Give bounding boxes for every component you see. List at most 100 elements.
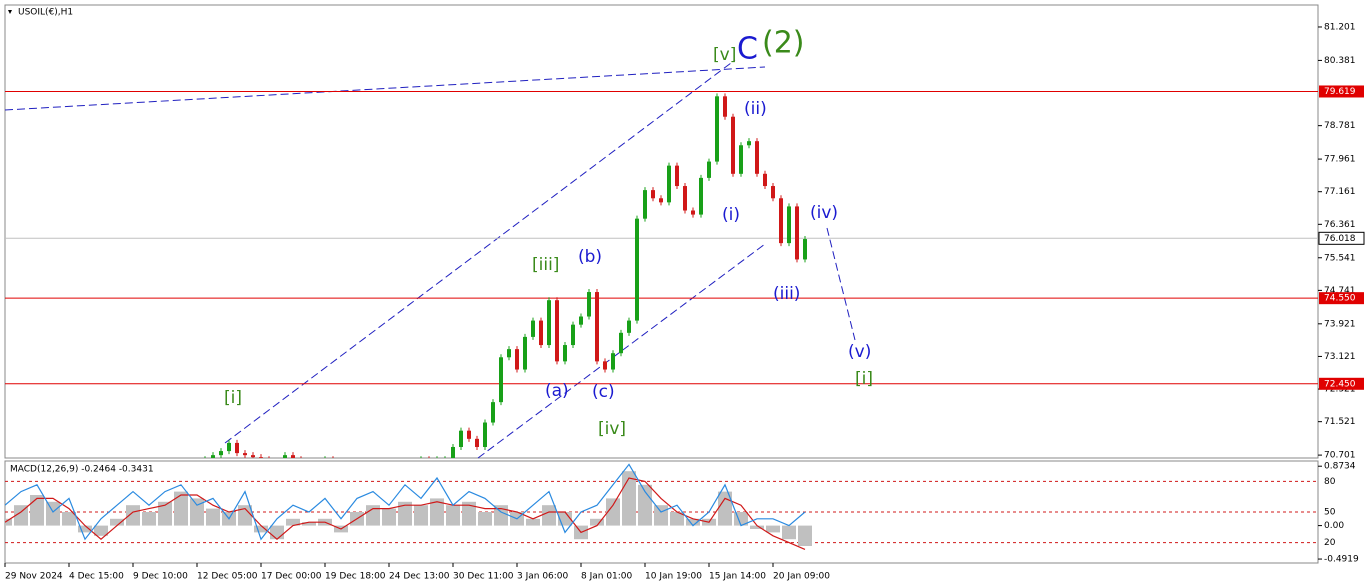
candle — [635, 218, 639, 321]
wave-label: (iii) — [773, 284, 800, 304]
candle — [763, 173, 767, 187]
y-tick-label: -0.4919 — [1324, 555, 1359, 565]
price-bars — [204, 93, 807, 458]
histogram-bar — [670, 512, 684, 526]
candle — [491, 402, 495, 423]
x-tick-label: 24 Dec 13:00 — [389, 572, 450, 582]
candle — [547, 300, 551, 346]
main-panel — [4, 4, 1319, 459]
histogram-bar — [766, 525, 780, 533]
histogram-bar — [78, 525, 92, 533]
histogram-bar — [158, 501, 172, 526]
candle — [595, 292, 599, 362]
trendline — [224, 59, 736, 444]
histogram-bar — [46, 501, 60, 526]
indicator-level-label: 20 — [1324, 538, 1336, 548]
histogram-bar — [750, 525, 764, 529]
wave-label: [v] — [713, 45, 736, 65]
histogram-bar — [286, 518, 300, 526]
y-tick-label: 0.00 — [1324, 521, 1344, 531]
x-tick-label: 17 Dec 00:00 — [261, 572, 322, 582]
wave-label: [i] — [855, 369, 873, 389]
candle — [803, 239, 807, 260]
histogram-bar — [798, 525, 812, 546]
candle — [707, 161, 711, 178]
level-label-box — [1319, 292, 1364, 305]
x-tick-label: 19 Dec 18:00 — [325, 572, 386, 582]
histogram-bar — [190, 498, 204, 526]
y-tick-label: 71.521 — [1324, 417, 1356, 427]
wave-label: [iv] — [598, 419, 626, 439]
wave-label: (a) — [545, 381, 569, 401]
histogram-bar — [494, 505, 508, 526]
histogram-bar — [302, 522, 316, 526]
candle — [251, 455, 255, 458]
histogram-bar — [382, 508, 396, 526]
wave-label: (i) — [722, 205, 740, 225]
histogram-bar — [270, 525, 284, 540]
histogram-bar — [446, 505, 460, 526]
x-tick-label: 30 Dec 11:00 — [453, 572, 514, 582]
trendline — [4, 66, 766, 111]
level-label-box — [1319, 377, 1364, 390]
x-tick-label: 15 Jan 14:00 — [709, 572, 766, 582]
candle — [691, 210, 695, 215]
y-tick-label: 70.701 — [1324, 451, 1356, 461]
candle — [667, 165, 671, 203]
x-tick-label: 20 Jan 09:00 — [773, 572, 830, 582]
histogram-bar — [478, 512, 492, 526]
candle — [747, 141, 751, 146]
title-arrow — [8, 10, 12, 14]
histogram-bar — [782, 525, 796, 540]
y-tick-label: 0.8734 — [1324, 462, 1356, 472]
histogram-bar — [638, 484, 652, 526]
candle — [795, 206, 799, 260]
histogram-bar — [686, 518, 700, 526]
candle — [643, 190, 647, 219]
candle — [235, 442, 239, 454]
candle — [515, 349, 519, 370]
candle — [283, 455, 287, 458]
candle — [499, 357, 503, 403]
candle — [675, 165, 679, 187]
histogram-bar — [606, 498, 620, 526]
candle — [523, 336, 527, 370]
histogram-bar — [654, 505, 668, 526]
histogram-bar — [206, 508, 220, 526]
candle — [699, 177, 703, 215]
histogram-bar — [238, 505, 252, 526]
candle — [243, 453, 247, 456]
trendlines — [4, 59, 856, 459]
wave-label: (2) — [762, 26, 805, 61]
histogram-bar — [430, 498, 444, 526]
histogram-bar — [142, 512, 156, 526]
candle — [787, 206, 791, 244]
indicator-level-label: 80 — [1324, 477, 1336, 487]
x-tick-label: 8 Jan 01:00 — [581, 572, 633, 582]
histogram-bar — [398, 501, 412, 526]
x-tick-label: 29 Nov 2024 — [5, 572, 63, 582]
candle — [531, 320, 535, 337]
wave-label: [i] — [224, 388, 242, 408]
x-tick-label: 12 Dec 05:00 — [197, 572, 258, 582]
candle — [739, 145, 743, 174]
y-tick-label: 75.541 — [1324, 253, 1356, 263]
histogram-bar — [174, 491, 188, 526]
candle — [603, 361, 607, 370]
candle — [723, 96, 727, 117]
histogram-bar — [414, 505, 428, 526]
histogram-bar — [542, 505, 556, 526]
candle — [731, 116, 735, 174]
histogram-bar — [254, 525, 268, 533]
candle — [227, 442, 231, 452]
indicator-line — [5, 463, 806, 541]
candle — [771, 186, 775, 199]
x-tick-label: 4 Dec 15:00 — [69, 572, 124, 582]
wave-label: (ii) — [744, 99, 767, 119]
y-tick-label: 77.961 — [1324, 155, 1356, 165]
wave-label: C — [737, 32, 758, 67]
level-label: 79.619 — [1324, 87, 1356, 97]
candle — [451, 446, 455, 458]
